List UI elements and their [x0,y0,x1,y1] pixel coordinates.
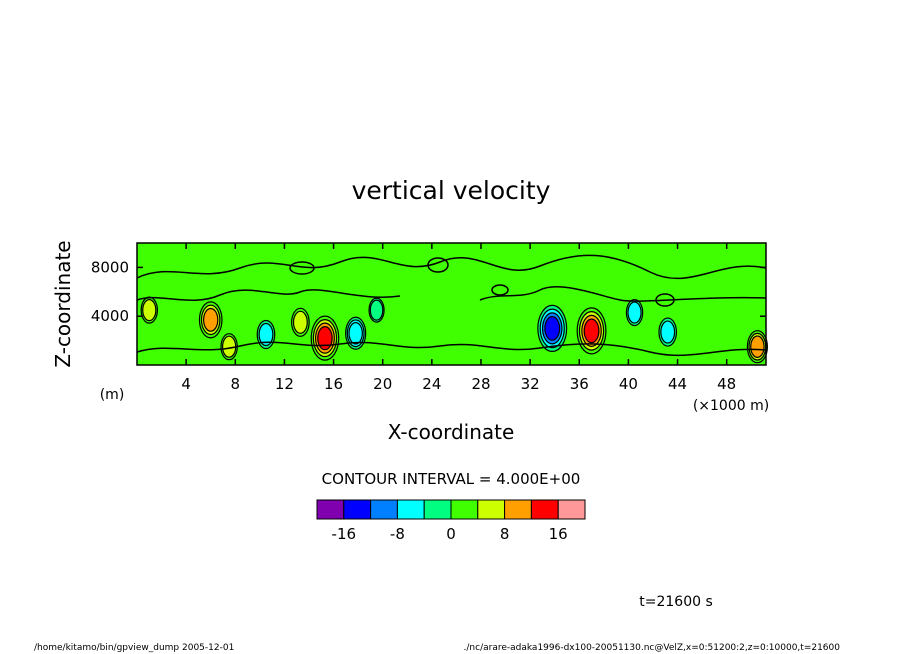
y-tick-label: 4000 [91,307,129,325]
footer-left: /home/kitamo/bin/gpview_dump 2005-12-01 [34,643,234,653]
x-tick-label: 16 [324,375,343,393]
colorbar-label: 0 [446,525,456,543]
x-tick-label: 4 [181,375,191,393]
x-tick-label: 40 [619,375,638,393]
x-tick-label: 28 [471,375,490,393]
velocity-cell-5-2 [348,322,363,345]
velocity-cell-12-1 [142,299,157,322]
velocity-cell-6-1 [369,299,384,321]
x-tick-label: 12 [275,375,294,393]
colorbar-swatch-3 [396,499,425,520]
colorbar-swatch-6 [477,499,506,520]
x-tick-label: 32 [521,375,540,393]
colorbar-swatch-7 [504,499,532,520]
x-tick-label: 20 [373,375,392,393]
x-axis-label: X-coordinate [388,420,515,444]
contour-interval-text: CONTOUR INTERVAL = 4.000E+00 [322,470,581,488]
colorbar-label: -16 [332,525,357,543]
plot-frame [136,242,767,366]
x-tick-label: 36 [570,375,589,393]
velocity-cell-11-2 [750,335,765,358]
colorbar-label: -8 [390,525,405,543]
colorbar-swatch-4 [423,499,452,520]
x-unit-label: (m) [100,387,125,403]
colorbar-labels: -16 -8 0 8 16 [332,525,568,543]
velocity-cell-10-1 [660,320,676,344]
colorbar-swatch-1 [343,499,372,520]
x-tick-label: 8 [231,375,241,393]
colorbar-label: 8 [500,525,510,543]
y-tick-label: 8000 [91,258,129,276]
colorbar-swatch-2 [370,499,398,520]
x-tick-label: 24 [422,375,441,393]
colorbar-swatch-0 [316,499,345,520]
time-label: t=21600 s [639,594,713,610]
colorbar-swatch-8 [530,499,559,520]
velocity-cell-7-3 [544,316,561,341]
contour-lines [136,254,767,357]
colorbar-swatch-5 [450,499,479,520]
velocity-cell-0-2 [203,307,219,332]
colorbar-swatch-9 [557,499,586,520]
chart-title: vertical velocity [352,176,551,205]
x-tick-label: 48 [717,375,736,393]
footer-right: ./nc/arare-adaka1996-dx100-20051130.nc@V… [464,643,841,653]
x-tick-label: 44 [668,375,687,393]
y-axis-label: Z-coordinate [51,240,75,367]
x-scale-label: (×1000 m) [693,398,769,414]
colorbar-label: 16 [549,525,568,543]
velocity-cell-4-3 [317,326,333,351]
velocity-cell-2-1 [258,322,274,347]
colorbar [316,499,586,520]
velocity-cell-3-1 [292,310,308,334]
velocity-cell-8-3 [583,318,600,344]
velocity-cell-9-1 [627,301,642,324]
